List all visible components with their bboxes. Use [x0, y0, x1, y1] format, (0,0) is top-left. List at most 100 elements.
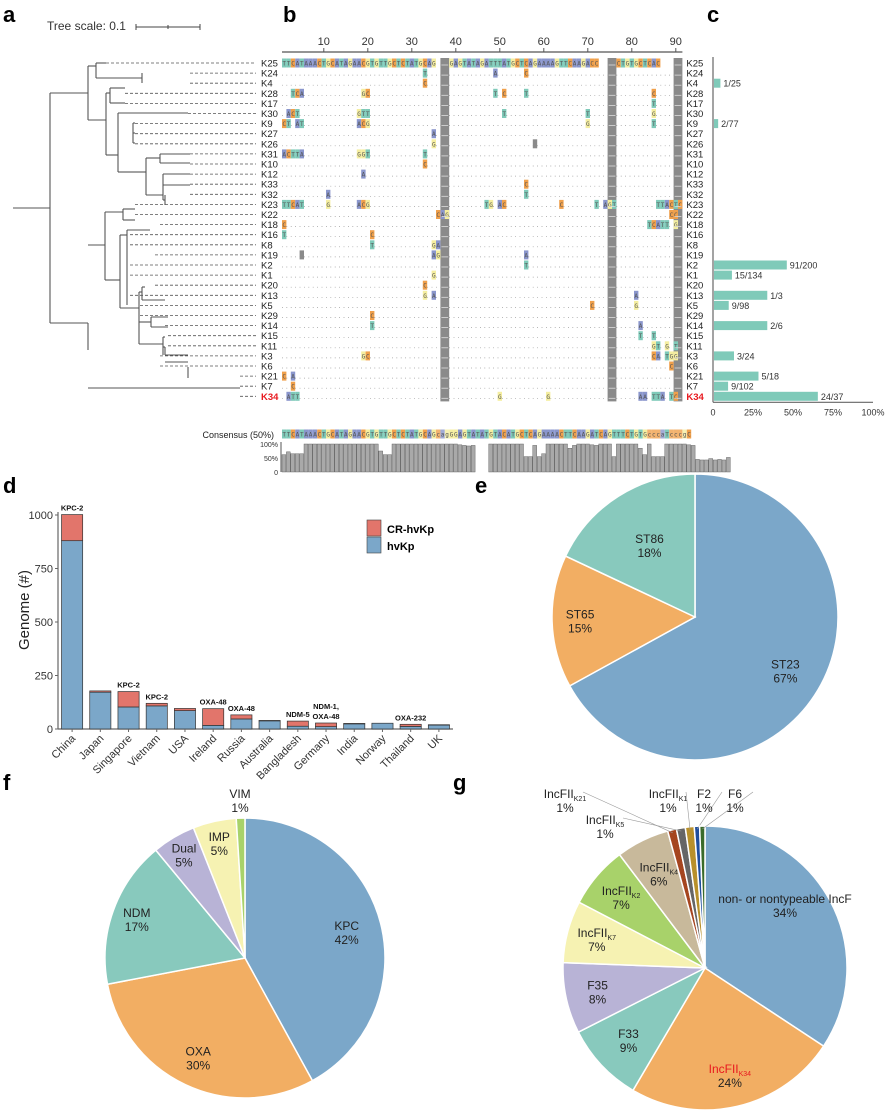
consensus-letter: a [441, 432, 445, 439]
variant-letter: C [524, 182, 528, 189]
identity-bar [383, 454, 388, 473]
consensus-letter: G [586, 432, 590, 439]
c-bar-label: 2/77 [721, 119, 739, 129]
consensus-cell [506, 429, 511, 439]
d-bar-cr-hvkp [399, 723, 422, 727]
variant-letter: G [357, 111, 361, 118]
pie-label: non- or nontypeable IncF [718, 892, 851, 906]
consensus-letter: G [388, 432, 392, 439]
consensus-cell [304, 429, 309, 439]
pie-leader-line [702, 791, 754, 830]
identity-bar [563, 443, 568, 473]
c-bar-label: 9/102 [731, 382, 754, 392]
alignment-row-label: K17 [686, 99, 703, 110]
base-cell [559, 58, 564, 68]
c-bar [714, 351, 734, 361]
variant-cell [290, 88, 296, 98]
variant-letter: C [370, 313, 374, 320]
variant-letter: A [643, 394, 647, 401]
base-cell [427, 58, 432, 68]
d-x-tick-label: China [49, 732, 78, 761]
identity-bar [594, 445, 599, 473]
variant-letter: A [291, 374, 295, 381]
consensus-cell [594, 429, 599, 439]
consensus-letter: T [630, 432, 634, 439]
variant-letter: T [423, 151, 427, 158]
identity-bar [721, 459, 727, 473]
d-y-tick-label: 0 [47, 724, 53, 736]
tree-leaf-label: K27 [261, 129, 278, 140]
alignment-row-label: K8 [686, 240, 698, 251]
consensus-cell [312, 429, 318, 439]
consensus-letter: G [463, 432, 467, 439]
variant-letter: T [282, 202, 286, 209]
identity-bar [691, 445, 696, 473]
consensus-letter: c [656, 432, 660, 439]
variant-cell [484, 199, 489, 209]
consensus-letter: C [520, 432, 524, 439]
base-cell [647, 58, 652, 68]
alignment-row-label: K5 [686, 301, 698, 312]
alignment-row-label: K18 [686, 220, 703, 231]
base-letter: T [560, 61, 564, 68]
base-cell [352, 58, 357, 68]
tree-leaf-label: K22 [261, 210, 278, 221]
variant-letter: T [674, 202, 678, 209]
consensus-letter: c [652, 432, 656, 439]
consensus-cell [326, 429, 331, 439]
c-x-tick-label: 50% [784, 407, 802, 417]
axis-tick-label: 20 [362, 36, 374, 48]
variant-cell [607, 199, 612, 209]
identity-bar [682, 443, 687, 473]
variant-cell [638, 321, 643, 331]
tree-leaf-label: K4 [261, 79, 273, 90]
legend-swatch-hvkp [366, 536, 382, 554]
base-cell [471, 58, 476, 68]
variant-letter: T [661, 202, 665, 209]
phylogenetic-tree: Tree scale: 0.1 K25K24K4K28K17K30K9K27K2… [13, 19, 279, 403]
variant-letter: C [524, 71, 528, 78]
variant-letter: A [634, 293, 638, 300]
pie-slice [564, 473, 696, 619]
base-cell [563, 58, 568, 68]
identity-bar [427, 443, 432, 473]
base-letter: G [375, 61, 379, 68]
variant-cell [669, 391, 674, 401]
d-bar-hvkp [202, 725, 225, 730]
tree-leaf-label: K25 [261, 59, 278, 70]
consensus-cell [343, 429, 348, 439]
variant-letter: A [300, 91, 304, 98]
variant-cell [673, 210, 678, 219]
variant-letter: C [291, 202, 295, 209]
consensus-letter: G [516, 432, 520, 439]
variant-cell [295, 119, 300, 129]
consensus-cell [673, 429, 678, 439]
consensus-letter: c [436, 432, 440, 439]
tree-leaf-label: K15 [261, 331, 278, 342]
consensus-letter: A [604, 432, 608, 439]
base-cell [317, 58, 322, 68]
variant-cell [431, 270, 436, 280]
variant-letter: G [362, 353, 366, 360]
variant-letter: G [634, 303, 638, 310]
base-letter: C [617, 61, 621, 68]
base-cell [475, 58, 480, 68]
base-letter: C [648, 61, 652, 68]
d-bar-hvkp [230, 718, 253, 730]
variant-letter: G [674, 353, 678, 360]
consensus-letter: T [397, 432, 401, 439]
base-letter: A [529, 61, 533, 68]
identity-bar [409, 443, 414, 473]
consensus-cell [563, 429, 568, 439]
identity-bar [334, 443, 339, 473]
identity-bar [519, 443, 524, 473]
identity-bar [325, 443, 331, 473]
variant-letter: A [661, 394, 665, 401]
variant-cell [638, 331, 643, 341]
variant-letter: C [678, 202, 682, 209]
axis-tick-label: 70 [582, 36, 594, 48]
base-letter: A [428, 61, 432, 68]
base-letter: T [414, 61, 418, 68]
